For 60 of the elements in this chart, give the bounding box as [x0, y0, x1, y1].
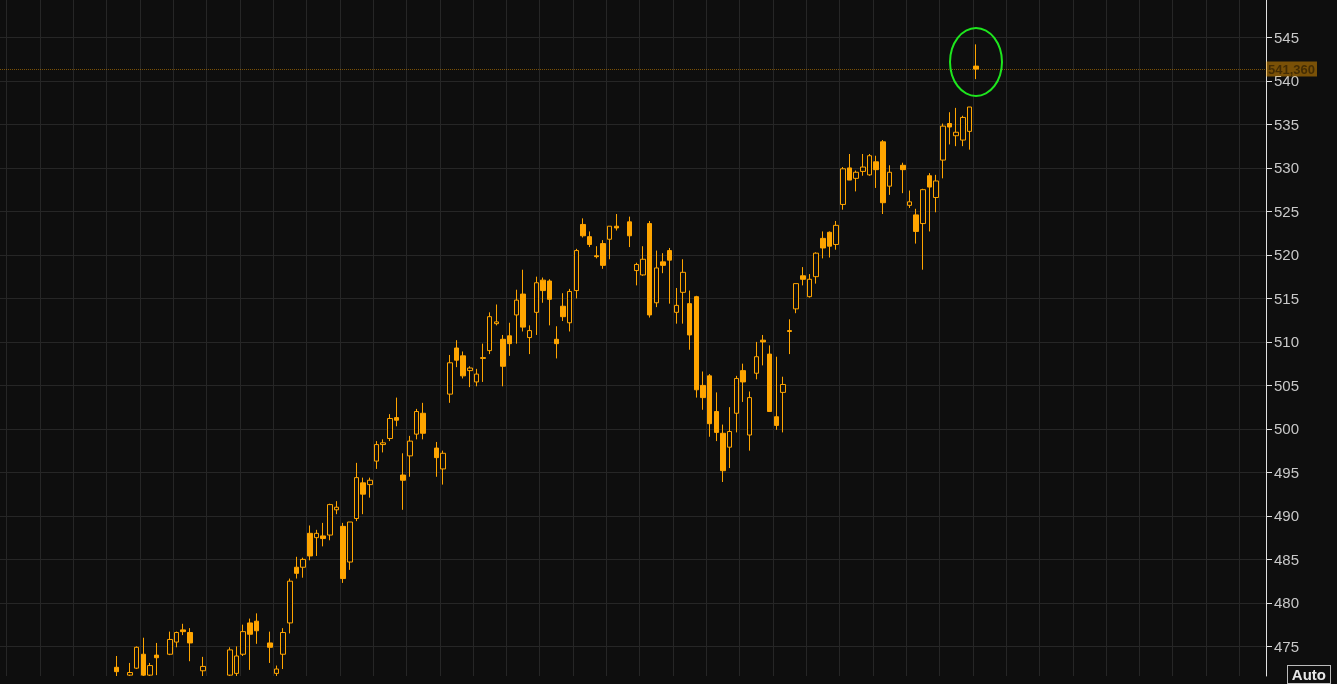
- y-tick-label: 510: [1274, 333, 1300, 351]
- candlestick: [813, 251, 819, 285]
- y-tick-label: 475: [1274, 637, 1300, 655]
- candlestick: [900, 162, 906, 194]
- candlestick: [274, 665, 279, 677]
- candlestick: [793, 283, 799, 314]
- y-tick-label: 500: [1274, 420, 1300, 438]
- candlestick: [680, 258, 686, 325]
- candlestick: [667, 247, 672, 305]
- y-tick-label: 505: [1274, 376, 1300, 394]
- candlestick: [527, 324, 532, 355]
- candlestick: [747, 391, 752, 452]
- candlestick: [114, 655, 119, 677]
- y-tick-label: 530: [1274, 159, 1300, 177]
- candlestick: [187, 627, 193, 662]
- candlestick: [554, 325, 559, 359]
- candlestick: [973, 43, 979, 80]
- candlestick: [400, 452, 406, 511]
- candlestick: [654, 250, 659, 308]
- text: Auto: [1286, 665, 1331, 684]
- candlestick: [907, 190, 912, 209]
- candlestick: [287, 578, 293, 634]
- candlestick: [614, 213, 619, 232]
- candlestick: [787, 318, 792, 355]
- candlestick: [587, 230, 592, 248]
- candlestick: [494, 304, 499, 326]
- candlestick: [127, 662, 133, 677]
- candlestick: [200, 656, 206, 677]
- y-tick-label: 520: [1274, 246, 1300, 264]
- candlestick: [760, 334, 766, 366]
- candlestick: [580, 217, 586, 239]
- candlestick: [180, 623, 186, 636]
- candlestick: [574, 248, 579, 299]
- y-tick-label: 485: [1274, 550, 1300, 568]
- candlestick: [280, 627, 286, 670]
- candlestick: [674, 287, 679, 325]
- candlestick: [267, 631, 273, 664]
- candlestick: [447, 354, 453, 404]
- candlestick: [407, 435, 413, 478]
- candlestick: [474, 368, 479, 387]
- y-tick-label: 545: [1274, 28, 1300, 46]
- candlestick: [480, 343, 486, 383]
- y-tick-label: 515: [1274, 289, 1300, 307]
- candlestick: [754, 341, 759, 380]
- candlestick: [774, 356, 779, 431]
- candlestick: [767, 344, 772, 413]
- y-tick-label: 535: [1274, 115, 1300, 133]
- candlestick: [134, 645, 139, 670]
- candlestick: [487, 311, 492, 355]
- candlestick: [714, 391, 719, 442]
- candlestick: [627, 216, 632, 248]
- y-tick-label: 480: [1274, 594, 1300, 612]
- y-tick-label: 490: [1274, 507, 1300, 525]
- candlestick: [607, 225, 612, 260]
- candlestick: [660, 252, 666, 274]
- candlestick: [154, 642, 159, 676]
- y-tick-label: 525: [1274, 202, 1300, 220]
- candlestick: [780, 376, 786, 433]
- y-tick-label: 495: [1274, 463, 1300, 481]
- candlestick: [687, 290, 692, 351]
